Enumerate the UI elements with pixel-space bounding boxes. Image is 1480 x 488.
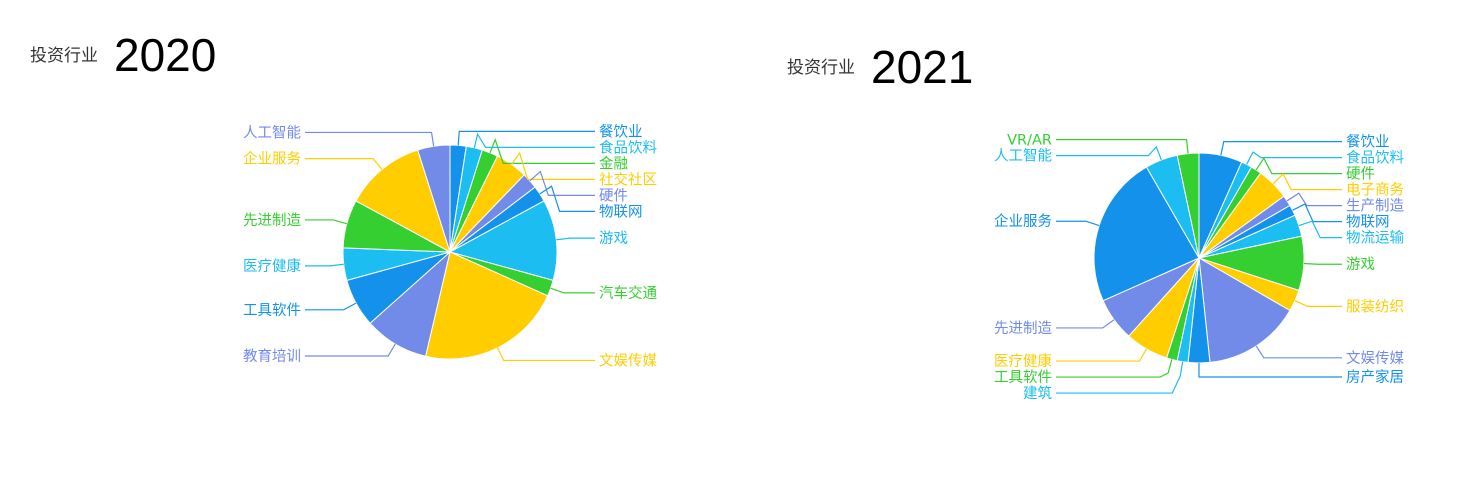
label-leader-line bbox=[1286, 192, 1342, 207]
slice-label: 游戏 bbox=[599, 230, 628, 247]
slice-label: 服装纺织 bbox=[1346, 298, 1404, 315]
chart-title-2021: 投资行业 2021 bbox=[787, 44, 973, 90]
slice-label: 先进制造 bbox=[243, 212, 301, 229]
slice-label: 生产制造 bbox=[1346, 198, 1404, 215]
slice-label: 房产家居 bbox=[1346, 369, 1404, 386]
slice-label: 文娱传媒 bbox=[1346, 350, 1404, 367]
slice-label: 医疗健康 bbox=[994, 353, 1052, 370]
label-leader-line bbox=[305, 131, 435, 147]
chart-subtitle: 投资行业 bbox=[30, 46, 98, 66]
slice-label: 人工智能 bbox=[994, 148, 1052, 165]
slice-label: 电子商务 bbox=[1346, 182, 1404, 199]
label-leader-line bbox=[1298, 220, 1342, 239]
chart-subtitle: 投资行业 bbox=[787, 58, 855, 78]
label-leader-line bbox=[489, 138, 595, 164]
label-leader-line bbox=[1220, 141, 1342, 156]
label-leader-line bbox=[1056, 319, 1115, 329]
label-leader-line bbox=[457, 130, 595, 146]
label-leader-line bbox=[1294, 300, 1342, 308]
slice-label: 工具软件 bbox=[243, 302, 301, 319]
slice-label: 企业服务 bbox=[994, 212, 1052, 230]
label-leader-line bbox=[1255, 345, 1342, 359]
chart-year: 2021 bbox=[871, 41, 974, 93]
label-leader-line bbox=[305, 302, 357, 311]
slice-label: 建筑 bbox=[1023, 385, 1052, 402]
slice-label: 硬件 bbox=[599, 187, 628, 204]
slice-label: 餐饮业 bbox=[599, 123, 643, 140]
slice-label: 食品饮料 bbox=[1346, 150, 1404, 167]
label-leader-line bbox=[550, 287, 595, 294]
pie-slice[interactable] bbox=[1093, 166, 1200, 302]
label-leader-line bbox=[473, 132, 595, 148]
slice-label: 文娱传媒 bbox=[599, 352, 657, 369]
label-leader-line bbox=[1056, 139, 1189, 154]
label-leader-line bbox=[1056, 361, 1184, 394]
label-leader-line bbox=[1056, 220, 1100, 227]
slice-label: 企业服务 bbox=[243, 150, 301, 168]
pie-slice[interactable] bbox=[425, 251, 549, 360]
pie-slice[interactable] bbox=[1198, 257, 1291, 363]
slice-label: 物联网 bbox=[599, 203, 643, 220]
label-leader-line bbox=[1303, 262, 1342, 265]
label-leader-line bbox=[305, 219, 347, 225]
slice-label: 教育培训 bbox=[243, 348, 301, 365]
label-leader-line bbox=[1056, 359, 1173, 378]
label-leader-line bbox=[539, 185, 595, 212]
label-leader-line bbox=[1292, 203, 1342, 223]
label-leader-line bbox=[496, 347, 595, 362]
slice-label: 先进制造 bbox=[994, 320, 1052, 337]
label-leader-line bbox=[1056, 348, 1148, 362]
slice-label: 汽车交通 bbox=[599, 284, 657, 302]
label-leader-line bbox=[511, 151, 595, 180]
label-leader-line bbox=[305, 158, 383, 170]
label-leader-line bbox=[305, 263, 344, 267]
slice-label: 医疗健康 bbox=[243, 258, 301, 275]
slice-label: 物联网 bbox=[1346, 214, 1390, 231]
slice-label: 餐饮业 bbox=[1346, 134, 1390, 151]
label-leader-line bbox=[556, 237, 595, 241]
slice-label: 社交社区 bbox=[599, 170, 657, 188]
label-leader-line bbox=[1198, 363, 1342, 378]
label-leader-line bbox=[305, 343, 396, 357]
slice-label: 工具软件 bbox=[994, 369, 1052, 386]
slice-label: 食品饮料 bbox=[599, 139, 657, 156]
pie-slice[interactable] bbox=[417, 144, 451, 253]
label-leader-line bbox=[529, 170, 595, 196]
chart-year: 2020 bbox=[114, 29, 217, 81]
slice-label: 金融 bbox=[599, 155, 628, 172]
slice-label: 游戏 bbox=[1346, 256, 1375, 273]
label-leader-line bbox=[1255, 157, 1342, 175]
slice-label: 物流运输 bbox=[1346, 230, 1404, 247]
slice-label: VR/AR bbox=[1007, 133, 1052, 149]
slice-label: 人工智能 bbox=[243, 124, 301, 141]
label-leader-line bbox=[1056, 145, 1162, 161]
label-leader-line bbox=[1246, 151, 1342, 165]
label-leader-line bbox=[1272, 172, 1342, 191]
pie-slice[interactable] bbox=[355, 149, 451, 254]
slice-label: 硬件 bbox=[1346, 166, 1375, 183]
chart-title-2020: 投资行业 2020 bbox=[30, 32, 216, 78]
